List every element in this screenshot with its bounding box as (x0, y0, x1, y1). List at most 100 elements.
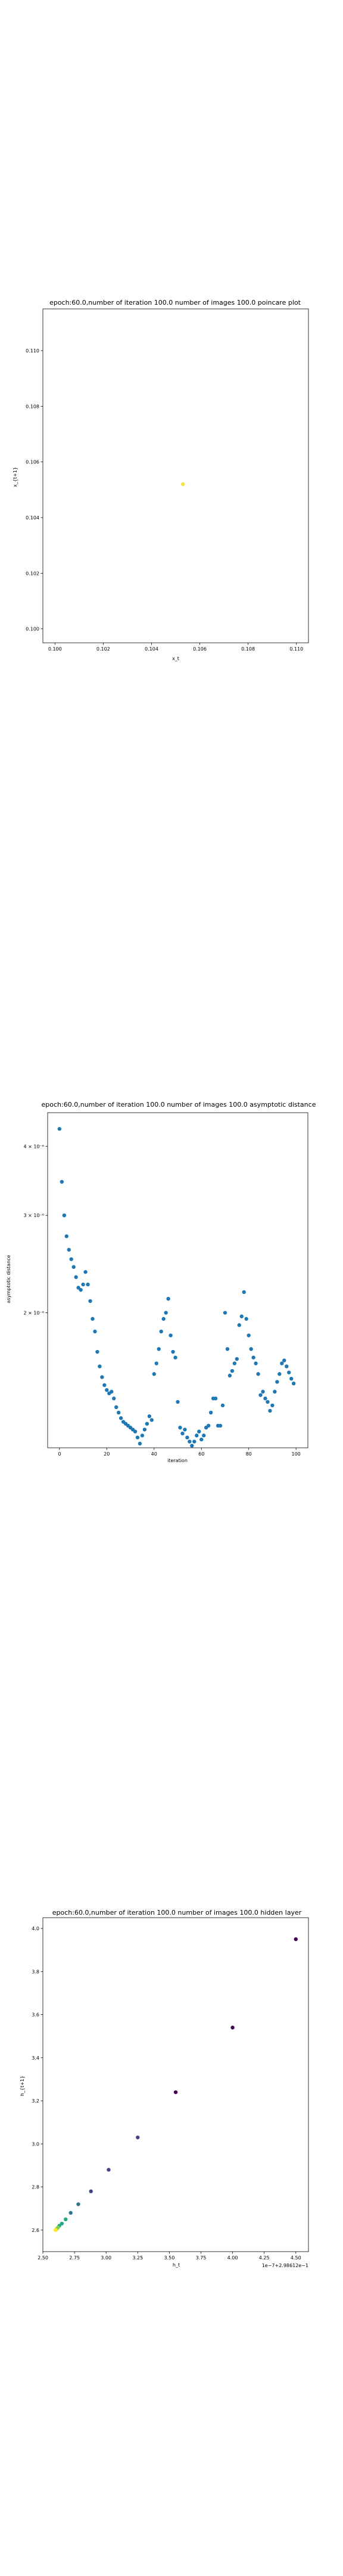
asymptotic-data-point (285, 1364, 289, 1368)
asymptotic-data-point (230, 1368, 235, 1373)
poincare-points (180, 482, 185, 487)
hidden-layer-title: epoch:60.0,number of iteration 100.0 num… (52, 1909, 302, 1916)
asymptotic-data-point (268, 1408, 272, 1413)
asymptotic-data-point (102, 1383, 107, 1388)
poincare-x-tick-label: 0.104 (145, 646, 158, 652)
asymptotic-x-tick-label: 100 (291, 1451, 300, 1457)
hidden-data-point (107, 2168, 111, 2172)
asymptotic-y-tick-label: 3 × 10⁻⁶ (24, 1213, 45, 1218)
hidden-y-tick-label: 3.2 (32, 2098, 39, 2104)
asymptotic-data-point (105, 1388, 109, 1392)
poincare-x-ticks: 0.100 0.102 0.104 0.106 0.108 0.110 (48, 643, 303, 652)
asymptotic-data-point (270, 1403, 275, 1408)
asymptotic-data-point (258, 1393, 263, 1397)
hidden-y-tick-label: 3.4 (32, 2055, 39, 2061)
asymptotic-data-point (154, 1361, 158, 1366)
asymptotic-data-point (98, 1364, 102, 1368)
asymptotic-data-point (69, 1257, 73, 1261)
asymptotic-data-point (275, 1380, 279, 1384)
poincare-y-label: x_{t+1} (13, 467, 18, 487)
asymptotic-data-point (83, 1270, 88, 1274)
asymptotic-x-tick-label: 80 (246, 1451, 252, 1457)
asymptotic-data-point (180, 1431, 185, 1436)
hidden-x-tick-label: 4.25 (259, 2255, 270, 2261)
asymptotic-data-point (149, 1418, 154, 1422)
poincare-y-tick-label: 0.110 (26, 348, 39, 354)
poincare-x-tick-label: 0.100 (48, 646, 62, 652)
asymptotic-distance-chart: epoch:60.0,number of iteration 100.0 num… (6, 1101, 316, 1463)
asymptotic-data-point (247, 1333, 251, 1337)
hidden-x-tick-label: 4.50 (291, 2255, 301, 2261)
hidden-x-tick-label: 3.75 (196, 2255, 207, 2261)
asymptotic-data-point (57, 1126, 62, 1131)
poincare-y-tick-label: 0.106 (26, 460, 39, 465)
asymptotic-data-point (79, 1287, 83, 1292)
asymptotic-data-point (266, 1400, 270, 1404)
poincare-plot-chart: epoch:60.0,number of iteration 100.0 num… (13, 299, 309, 661)
asymptotic-data-point (152, 1372, 156, 1376)
asymptotic-data-point (86, 1282, 90, 1287)
asymptotic-data-point (93, 1329, 97, 1334)
hidden-points (54, 1937, 298, 2233)
asymptotic-distance-title: epoch:60.0,number of iteration 100.0 num… (42, 1101, 316, 1109)
hidden-x-ticks: 2.50 2.75 3.00 3.25 3.50 3.75 4.00 4.25 4.50 (38, 2252, 301, 2261)
hidden-data-point (76, 2202, 80, 2206)
poincare-y-tick-label: 0.100 (26, 627, 39, 632)
asymptotic-data-point (60, 1179, 64, 1184)
asymptotic-data-point (183, 1428, 187, 1432)
asymptotic-y-tick-label: 2 × 10⁻⁶ (24, 1311, 45, 1316)
hidden-data-point (230, 2026, 235, 2030)
asymptotic-data-point (140, 1433, 145, 1438)
poincare-x-tick-label: 0.102 (96, 646, 110, 652)
asymptotic-data-point (195, 1433, 199, 1438)
asymptotic-y-ticks: 4 × 10⁻⁶ 3 × 10⁻⁶ 2 × 10⁻⁶ (24, 1144, 48, 1316)
hidden-x-tick-label: 3.25 (132, 2255, 143, 2261)
asymptotic-data-point (199, 1437, 204, 1442)
asymptotic-data-point (223, 1311, 227, 1315)
hidden-y-tick-label: 2.6 (32, 2228, 39, 2233)
asymptotic-data-point (62, 1213, 67, 1218)
hidden-data-point (173, 2090, 178, 2094)
poincare-plot-frame (42, 308, 309, 643)
asymptotic-data-point (218, 1423, 223, 1428)
asymptotic-data-point (235, 1357, 239, 1361)
hidden-y-tick-label: 3.6 (32, 2012, 39, 2018)
hidden-data-point (89, 2189, 93, 2194)
asymptotic-data-point (81, 1282, 85, 1287)
poincare-x-tick-label: 0.110 (289, 646, 303, 652)
poincare-x-tick-label: 0.108 (241, 646, 255, 652)
asymptotic-data-point (74, 1275, 78, 1279)
poincare-x-label: x_t (172, 656, 179, 661)
poincare-plot-title: epoch:60.0,number of iteration 100.0 num… (49, 299, 301, 306)
asymptotic-data-point (161, 1317, 166, 1321)
hidden-data-point (294, 1937, 298, 1942)
asymptotic-data-point (227, 1373, 232, 1378)
asymptotic-data-point (273, 1389, 277, 1394)
hidden-x-tick-label: 2.75 (69, 2255, 80, 2261)
asymptotic-data-point (242, 1290, 246, 1295)
asymptotic-data-point (282, 1358, 286, 1363)
asymptotic-data-point (225, 1347, 230, 1351)
asymptotic-data-point (112, 1397, 116, 1401)
asymptotic-data-point (277, 1372, 282, 1376)
asymptotic-data-point (64, 1234, 68, 1239)
poincare-y-tick-label: 0.102 (26, 571, 39, 576)
asymptotic-data-point (202, 1433, 206, 1438)
asymptotic-data-point (133, 1429, 138, 1433)
asymptotic-data-point (176, 1400, 180, 1404)
poincare-y-tick-label: 0.104 (26, 515, 39, 521)
asymptotic-data-point (244, 1317, 248, 1321)
asymptotic-data-point (114, 1405, 119, 1410)
asymptotic-data-point (185, 1435, 189, 1439)
asymptotic-data-point (208, 1410, 213, 1415)
hidden-y-tick-label: 4.0 (32, 1926, 39, 1931)
asymptotic-data-point (263, 1397, 267, 1401)
asymptotic-data-point (291, 1381, 296, 1386)
hidden-x-label: h_t (173, 2262, 180, 2268)
poincare-data-point (180, 482, 185, 487)
hidden-x-offset-label: 1e−7+2.98612e−1 (262, 2263, 308, 2268)
asymptotic-data-point (192, 1439, 197, 1444)
asymptotic-data-point (171, 1349, 175, 1354)
asymptotic-data-point (287, 1370, 291, 1374)
